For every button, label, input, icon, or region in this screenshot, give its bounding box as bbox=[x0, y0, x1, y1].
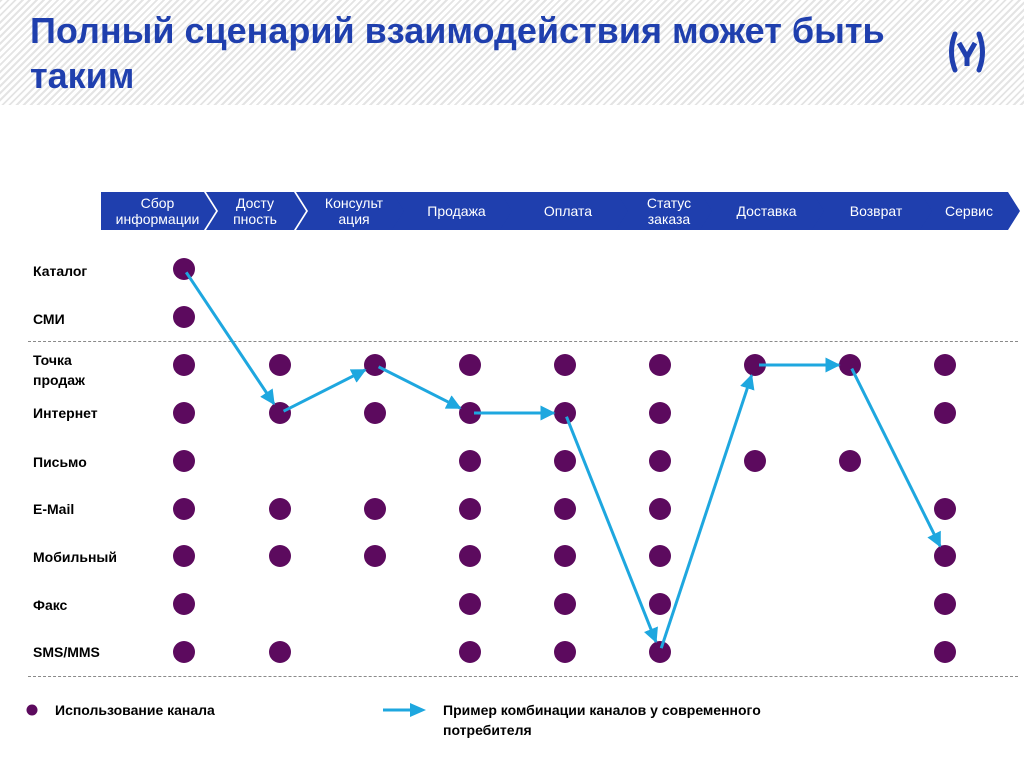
legend-combination: Пример комбинации каналов у современного… bbox=[443, 702, 761, 738]
path-arrow bbox=[282, 368, 367, 413]
phase-label: Оплата bbox=[543, 203, 593, 219]
usage-dot bbox=[649, 593, 671, 615]
usage-dot bbox=[744, 450, 766, 472]
phase-label: Продажа bbox=[427, 203, 486, 219]
usage-dots bbox=[173, 258, 956, 663]
path-arrows bbox=[184, 271, 942, 649]
phase-sbor-informatsii: Сбор информации bbox=[101, 192, 216, 230]
path-arrow bbox=[850, 367, 942, 548]
phase-label: Доставка bbox=[736, 203, 797, 219]
phase-label: Сервис bbox=[945, 203, 993, 219]
usage-dot bbox=[839, 354, 861, 376]
usage-dot bbox=[554, 450, 576, 472]
phase-label: Консульт ация bbox=[324, 195, 384, 227]
phase-oplata: Оплата bbox=[500, 192, 638, 230]
usage-dot bbox=[934, 498, 956, 520]
phase-vozvrat: Возврат bbox=[812, 192, 942, 230]
usage-dot bbox=[269, 545, 291, 567]
usage-dot bbox=[459, 402, 481, 424]
usage-dot bbox=[269, 354, 291, 376]
phase-servis: Сервис bbox=[920, 192, 1020, 230]
legend-arrow-icon bbox=[383, 703, 426, 717]
shield-bracket-logo-icon bbox=[949, 31, 985, 73]
usage-dot bbox=[649, 641, 671, 663]
path-arrow bbox=[184, 271, 276, 406]
channel-faks: Факс bbox=[33, 597, 68, 613]
path-arrow bbox=[565, 416, 658, 644]
phase-label: Возврат bbox=[849, 203, 903, 219]
usage-dot bbox=[173, 498, 195, 520]
usage-dot bbox=[364, 354, 386, 376]
channel-smi: СМИ bbox=[33, 311, 65, 327]
usage-dot bbox=[554, 354, 576, 376]
usage-dot bbox=[744, 354, 766, 376]
usage-dot bbox=[269, 402, 291, 424]
page-title: Полный сценарий взаимодействия может быт… bbox=[30, 10, 885, 96]
legend-channel-use: Использование канала bbox=[55, 702, 215, 718]
divider-bottom bbox=[28, 676, 1018, 677]
usage-dot bbox=[364, 498, 386, 520]
usage-dot bbox=[934, 354, 956, 376]
usage-dot bbox=[364, 402, 386, 424]
path-arrow bbox=[377, 365, 462, 410]
usage-dot bbox=[173, 641, 195, 663]
usage-dot bbox=[459, 545, 481, 567]
usage-dot bbox=[649, 450, 671, 472]
channel-pismo: Письмо bbox=[33, 454, 87, 470]
usage-dot bbox=[934, 641, 956, 663]
phase-prodazha: Продажа bbox=[392, 192, 523, 230]
usage-dot bbox=[934, 545, 956, 567]
usage-dot bbox=[934, 593, 956, 615]
usage-dot bbox=[269, 498, 291, 520]
usage-dot bbox=[173, 306, 195, 328]
phase-label: Статус заказа bbox=[646, 195, 692, 227]
path-arrow bbox=[659, 374, 755, 649]
phase-dostavka: Доставка bbox=[700, 192, 835, 230]
header-hatch-background bbox=[0, 0, 1024, 105]
usage-dot bbox=[649, 545, 671, 567]
usage-dot bbox=[173, 402, 195, 424]
usage-dot bbox=[459, 450, 481, 472]
usage-dot bbox=[554, 593, 576, 615]
usage-dot bbox=[934, 402, 956, 424]
usage-dot bbox=[173, 545, 195, 567]
usage-dot bbox=[554, 498, 576, 520]
channel-katalog: Каталог bbox=[33, 263, 88, 279]
usage-dot bbox=[839, 450, 861, 472]
usage-dot bbox=[649, 498, 671, 520]
usage-dot bbox=[459, 354, 481, 376]
channel-email: E-Mail bbox=[33, 501, 75, 517]
usage-dot bbox=[554, 641, 576, 663]
usage-dot bbox=[173, 258, 195, 280]
phase-label: Сбор информации bbox=[115, 195, 200, 227]
usage-dot bbox=[459, 593, 481, 615]
usage-dot bbox=[459, 498, 481, 520]
usage-dot bbox=[364, 545, 386, 567]
channel-internet: Интернет bbox=[33, 405, 98, 421]
channel-mobilnyy: Мобильный bbox=[33, 549, 117, 565]
usage-dot bbox=[554, 402, 576, 424]
divider-top bbox=[28, 341, 1018, 342]
channel-sms-mms: SMS/MMS bbox=[33, 644, 100, 660]
legend-dot-icon bbox=[26, 704, 38, 716]
phase-konsultatsiya: Консульт ация bbox=[296, 192, 414, 230]
phase-label: Досту пность bbox=[233, 195, 277, 227]
usage-dot bbox=[649, 402, 671, 424]
usage-dot bbox=[649, 354, 671, 376]
usage-dot bbox=[173, 450, 195, 472]
usage-dot bbox=[459, 641, 481, 663]
channel-tochka-prodazh: Точка продаж bbox=[33, 352, 85, 388]
usage-dot bbox=[173, 593, 195, 615]
phase-dostupnost: Досту пность bbox=[206, 192, 306, 230]
usage-dot bbox=[173, 354, 195, 376]
usage-dot bbox=[269, 641, 291, 663]
usage-dot bbox=[554, 545, 576, 567]
